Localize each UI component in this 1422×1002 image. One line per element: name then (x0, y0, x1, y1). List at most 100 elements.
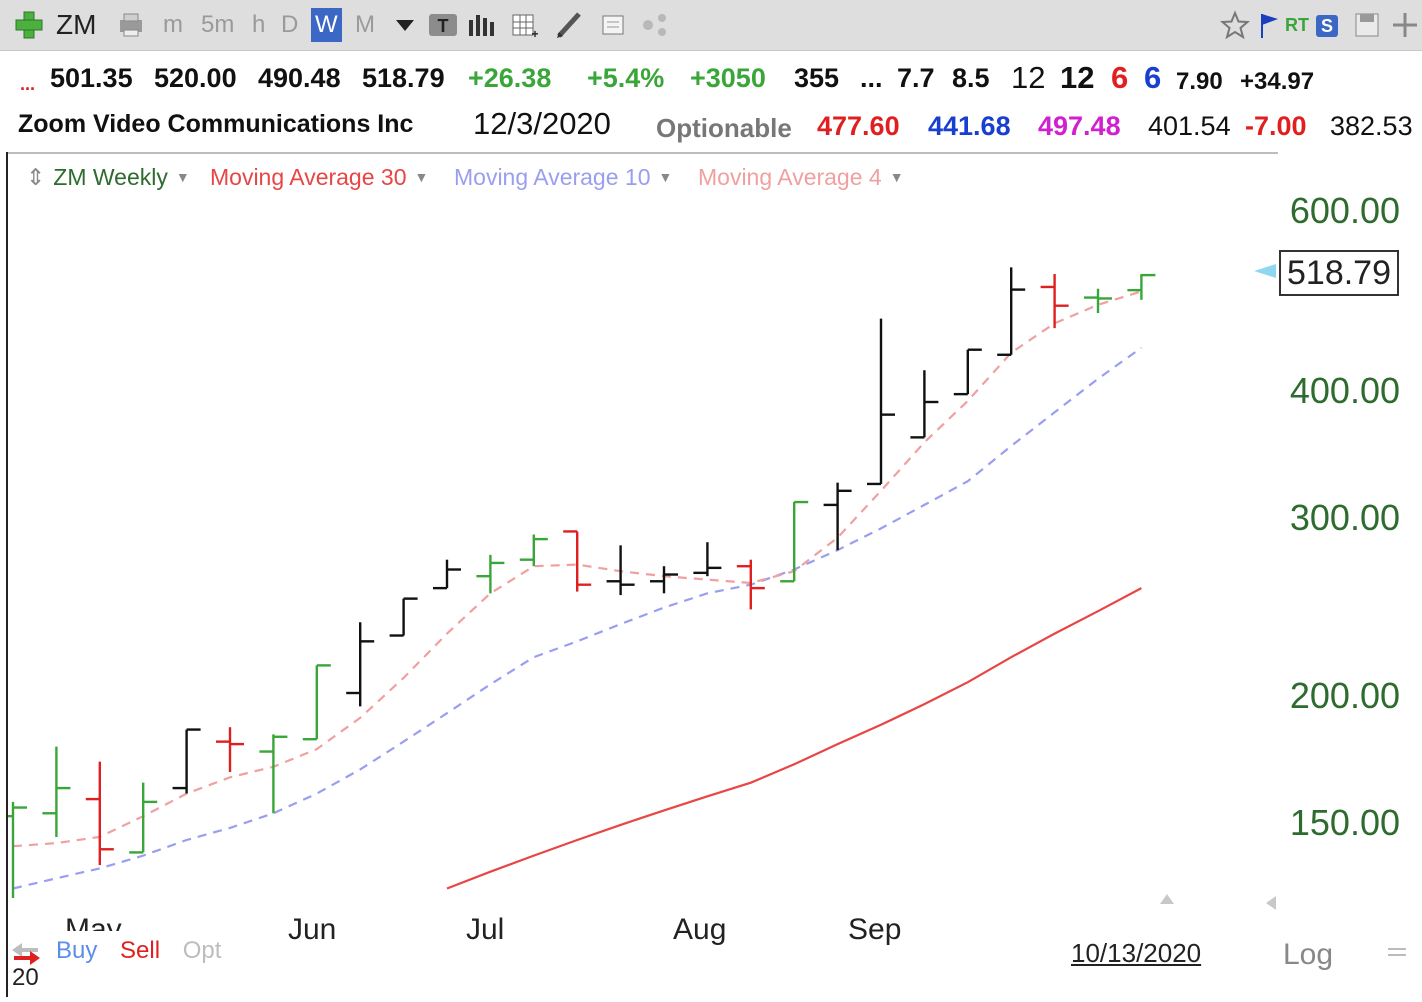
ohlc-bar (172, 728, 201, 794)
ohlc-bar (867, 318, 895, 486)
ma30-line (446, 587, 1142, 890)
quote-v1: +3050 (690, 63, 766, 93)
x-tick-jul: Jul (466, 913, 505, 946)
buy-button[interactable]: Buy (56, 937, 98, 964)
ohlc-bar (563, 530, 592, 592)
legend-price[interactable]: ⇕ ZM Weekly ▼ (26, 164, 190, 190)
scroll-left-icon[interactable] (1264, 894, 1278, 912)
chevron-down-icon[interactable]: ▼ (414, 169, 429, 185)
quote-v8: 6 (1144, 60, 1162, 95)
optionable-label: Optionable (656, 113, 792, 143)
quote-v6: 12 (1060, 60, 1095, 95)
move-icon[interactable] (1390, 10, 1420, 40)
x-tick-sep: Sep (848, 913, 902, 946)
ohlc-bar (997, 267, 1026, 356)
text-type-icon[interactable]: T (428, 10, 458, 40)
chart-area[interactable] (8, 152, 1278, 999)
plot-area (8, 267, 1156, 898)
ohlc-bar (302, 664, 331, 741)
quote2-v6: 382.53 (1330, 111, 1413, 141)
ma10-line (12, 346, 1143, 890)
print-icon[interactable] (116, 10, 146, 40)
note-icon[interactable] (598, 10, 628, 40)
ohlc-bar (910, 370, 939, 439)
quote-v9: 7.90 (1176, 68, 1223, 95)
ohlc-bar (476, 554, 505, 594)
quote-ellipsis: ... (20, 74, 36, 94)
svg-text:T: T (438, 16, 449, 36)
quote-date: 12/3/2020 (473, 106, 611, 141)
legend-ma10-label: Moving Average 10 (454, 164, 651, 190)
ohlc-bar (953, 348, 982, 396)
crosshair-date-label: 10/13/2020 (1071, 938, 1202, 968)
quote-v5: 12 (1011, 60, 1046, 95)
legend-price-label: ZM Weekly (53, 164, 168, 190)
quote-v10: +34.97 (1240, 68, 1315, 95)
timeframe-h[interactable]: h (252, 11, 266, 38)
ohlc-bar (519, 534, 548, 567)
quote-high: 520.00 (154, 63, 237, 93)
order-buttons: Buy Sell Opt (56, 937, 221, 965)
ohlc-bar (823, 482, 852, 551)
y-tick-400: 400.00 (1289, 370, 1400, 411)
ohlc-bar (42, 746, 71, 837)
save-icon[interactable] (1352, 10, 1382, 40)
scroll-up-icon[interactable] (1158, 892, 1176, 906)
s-button[interactable]: S (1316, 15, 1339, 37)
quote2-v2: 441.68 (928, 111, 1011, 141)
quote-row-2: Zoom Video Communications Inc 12/3/2020 … (0, 102, 1422, 146)
chart-left-border (6, 152, 8, 997)
timeframe-w[interactable]: W (311, 8, 342, 42)
timeframe-m-monthly[interactable]: M (355, 11, 375, 38)
ohlc-bar (346, 622, 375, 707)
log-scale-toggle[interactable]: Log (1283, 938, 1334, 971)
bar-style-icon[interactable] (466, 10, 496, 40)
chevron-down-icon[interactable]: ▼ (889, 169, 904, 185)
quote-v4: 8.5 (952, 63, 990, 93)
chevron-down-icon[interactable]: ▼ (658, 169, 673, 185)
company-name: Zoom Video Communications Inc (18, 110, 414, 138)
legend-ma4[interactable]: Moving Average 4 ▼ (698, 160, 904, 197)
y-tick-200: 200.00 (1289, 675, 1400, 716)
ohlc-bar (129, 782, 158, 854)
dropdown-icon[interactable] (390, 10, 420, 40)
timeframe-d[interactable]: D (281, 11, 299, 38)
legend-ma4-label: Moving Average 4 (698, 164, 882, 190)
quote-change: +26.38 (468, 63, 552, 93)
menu-lines-icon[interactable] (1386, 946, 1408, 958)
ohlc-bar (780, 500, 809, 583)
legend-ma30[interactable]: Moving Average 30 ▼ (210, 160, 428, 197)
symbol-label[interactable]: ZM (56, 9, 97, 40)
quote-change-pct: +5.4% (587, 63, 665, 93)
chevron-down-icon[interactable]: ▼ (175, 169, 190, 185)
share-icon[interactable] (640, 10, 670, 40)
add-symbol-icon[interactable] (14, 10, 44, 40)
sell-button[interactable]: Sell (120, 937, 161, 964)
ohlc-bar (693, 542, 722, 577)
quote-low: 490.48 (258, 63, 341, 93)
pencil-icon[interactable] (554, 10, 584, 40)
ohlc-bar (85, 761, 114, 866)
quote-row-1: ... 501.35 520.00 490.48 518.79 +26.38 +… (0, 56, 1422, 100)
ohlc-bar (650, 566, 678, 594)
ohlc-bar (606, 545, 635, 596)
legend-ma30-label: Moving Average 30 (210, 164, 407, 190)
ohlc-bar (1127, 273, 1156, 300)
grid-add-icon[interactable]: + (510, 10, 540, 40)
opt-button[interactable]: Opt (182, 937, 222, 964)
year-fragment: 20 (12, 964, 39, 986)
legend-ma10[interactable]: Moving Average 10 ▼ (454, 160, 672, 197)
quote-open: 501.35 (50, 63, 133, 93)
y-tick-150: 150.00 (1289, 802, 1400, 843)
timeframe-m[interactable]: m (163, 11, 183, 38)
quote2-v5: -7.00 (1245, 111, 1307, 141)
timeframe-5m[interactable]: 5m (201, 11, 235, 38)
trade-arrows-icon[interactable] (10, 940, 42, 968)
quote2-v1: 477.60 (817, 111, 900, 141)
last-price-pointer-icon (1254, 264, 1276, 278)
star-icon[interactable] (1220, 10, 1250, 40)
rt-label[interactable]: RT (1285, 15, 1309, 35)
y-tick-600: 600.00 (1289, 190, 1400, 231)
flag-icon[interactable] (1256, 10, 1286, 40)
